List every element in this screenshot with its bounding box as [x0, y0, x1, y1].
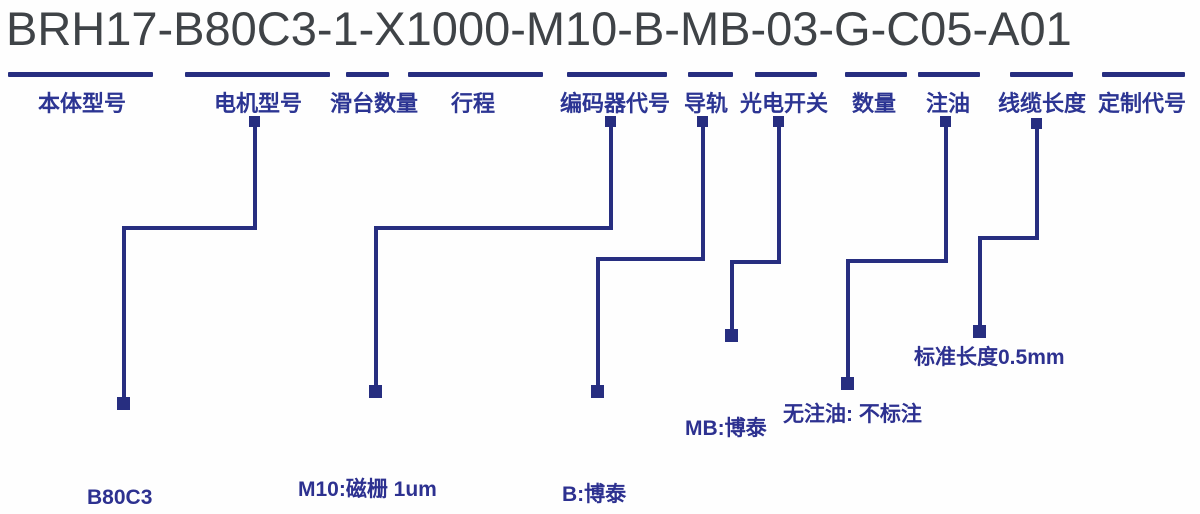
option-item: M10:磁栅 1um: [298, 478, 437, 501]
marker-rail-end: [591, 385, 604, 398]
segment-underline-custom-code: [1102, 72, 1185, 77]
segment-underline-cable-length: [1010, 72, 1073, 77]
option-item: B80C3: [87, 486, 153, 509]
option-item: MB:博泰: [685, 417, 767, 440]
segment-underline-body-model: [8, 72, 153, 77]
segment-underline-motor-model: [185, 72, 330, 77]
note-cable-length: 标准长度0.5mm: [914, 346, 1065, 369]
marker-photo-switch-start: [773, 116, 784, 127]
segment-underline-rail: [688, 72, 733, 77]
segment-label-custom-code: 定制代号: [1097, 91, 1187, 116]
marker-cable-length-end: [973, 325, 986, 338]
connector-cable-length: [978, 122, 1039, 328]
options-photo-switch: MB:博泰 PC:松下: [685, 344, 767, 514]
options-motor-model: B80C3 B80C4 B80C6: [87, 419, 152, 514]
options-rail: B:博泰 H:上银 T:THK: [562, 404, 626, 514]
segment-label-oiling: 注油: [925, 91, 971, 116]
marker-rail-start: [697, 116, 708, 127]
marker-oiling-start: [940, 116, 951, 127]
options-encoder-code: M10:磁栅 1um G10:光栅 1um G05:光栅 0.5um: [298, 401, 453, 514]
connector-encoder-code: [374, 120, 613, 388]
connector-oiling: [846, 120, 948, 380]
segment-label-photo-switch: 光电开关: [739, 91, 829, 116]
marker-oiling-end: [841, 377, 854, 390]
connector-rail: [596, 120, 705, 388]
model-code-title: BRH17-B80C3-1-X1000-M10-B-MB-03-G-C05-A0…: [6, 2, 1072, 55]
segment-label-body-model: 本体型号: [37, 91, 127, 116]
marker-photo-switch-end: [725, 329, 738, 342]
segment-label-stroke: 行程: [450, 91, 496, 116]
segment-label-quantity: 数量: [851, 91, 897, 116]
segment-label-rail: 导轨: [683, 91, 729, 116]
segment-underline-stroke: [408, 72, 543, 77]
segment-underline-oiling: [918, 72, 980, 77]
option-item: B:博泰: [562, 483, 627, 506]
marker-encoder-code-end: [369, 385, 382, 398]
segment-underline-slider-count: [346, 72, 389, 77]
segment-underline-encoder-code: [567, 72, 667, 77]
note-oiling: 无注油: 不标注: [783, 403, 922, 426]
segment-label-cable-length: 线缆长度: [997, 91, 1087, 116]
connector-motor-model: [122, 120, 257, 400]
marker-motor-model-end: [117, 397, 130, 410]
marker-encoder-code-start: [605, 116, 616, 127]
connector-photo-switch: [730, 120, 781, 332]
marker-cable-length-start: [1031, 118, 1042, 129]
segment-label-motor-model: 电机型号: [213, 91, 303, 116]
segment-label-slider-count: 滑台数量: [329, 91, 419, 116]
segment-underline-quantity: [845, 72, 907, 77]
segment-underline-photo-switch: [755, 72, 817, 77]
marker-motor-model-start: [249, 116, 260, 127]
segment-label-encoder-code: 编码器代号: [559, 91, 671, 116]
